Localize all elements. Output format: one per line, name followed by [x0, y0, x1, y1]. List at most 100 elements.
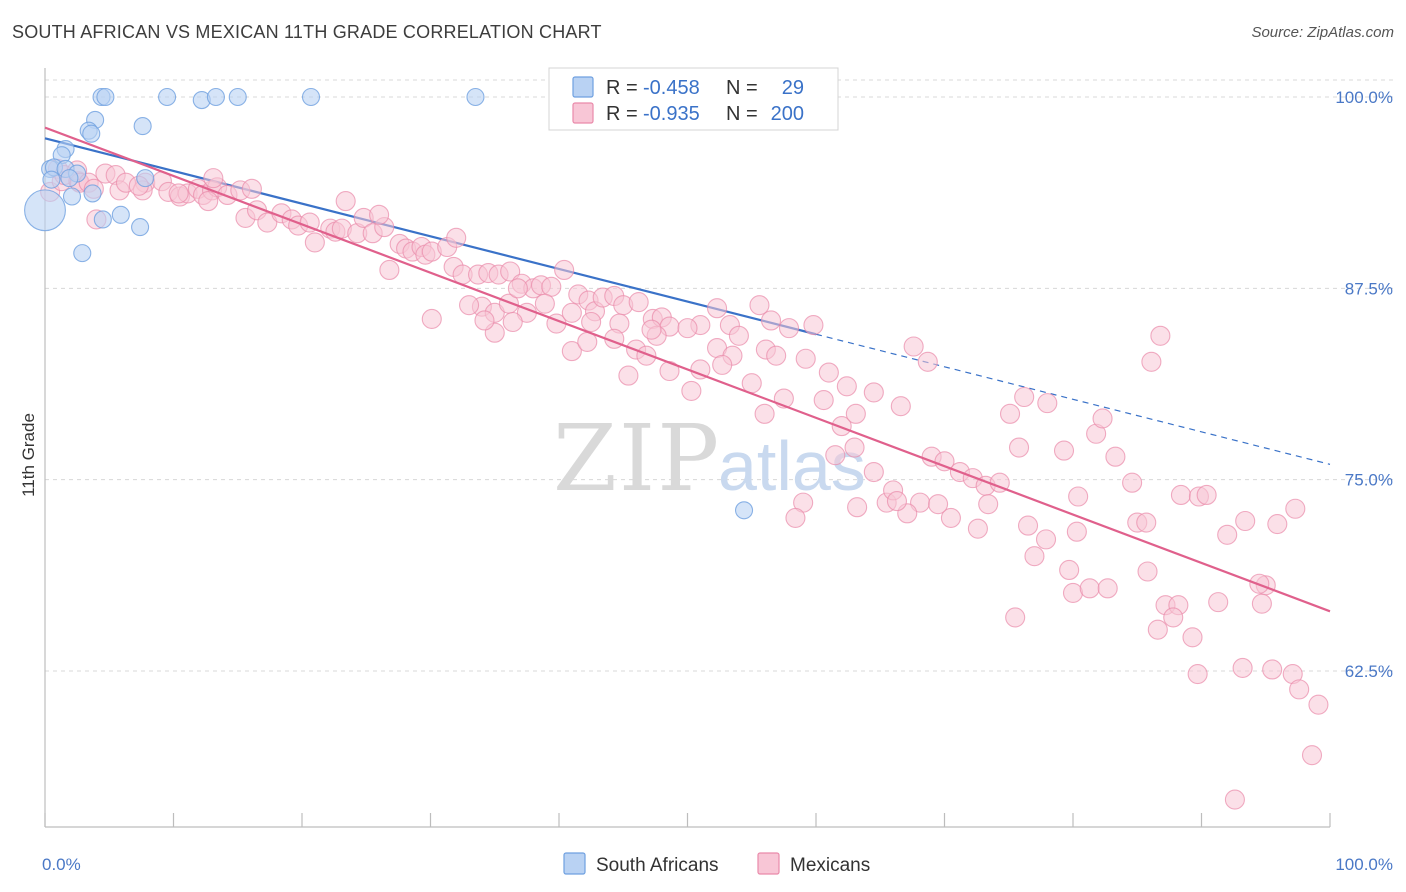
mexicans-point: [863, 382, 884, 403]
south-africans-points: [24, 87, 754, 520]
mexicans-point: [1068, 486, 1089, 507]
legend-n-value: 200: [771, 103, 804, 125]
south-africans-point: [206, 87, 225, 107]
legend-bottom-label-mexicans: Mexicans: [790, 855, 870, 876]
mexicans-point: [831, 416, 852, 437]
legend-n-label: N =: [726, 103, 758, 125]
y-tick-label: 87.5%: [1345, 279, 1393, 298]
mexicans-point: [304, 232, 325, 253]
mexicans-point: [1251, 593, 1272, 614]
mexicans-point: [863, 461, 884, 483]
mexicans-point: [1105, 446, 1126, 467]
mexicans-point: [581, 311, 602, 333]
south-africans-point: [158, 87, 177, 107]
south-africans-point: [466, 87, 485, 107]
south-africans-trend: [44, 137, 1331, 465]
south-africans-point: [93, 210, 112, 229]
south-africans-point: [83, 184, 102, 203]
mexicans-point: [1141, 351, 1162, 372]
mexicans-point: [1301, 745, 1323, 766]
mexicans-point: [1289, 679, 1310, 700]
mexicans-point: [628, 292, 649, 313]
south-africans-point: [42, 170, 61, 189]
x-tick-labels: 0.0% 100.0%: [42, 855, 1393, 874]
mexicans-point: [369, 204, 390, 225]
legend-r-value: -0.935: [643, 103, 700, 125]
mexicans-point: [507, 278, 528, 299]
mexicans-point: [1097, 578, 1118, 599]
mexicans-point: [677, 318, 698, 339]
x-tick-label-max: 100.0%: [1335, 855, 1393, 874]
mexicans-point: [886, 491, 908, 512]
mexicans-point: [967, 518, 988, 539]
chart-source: Source: ZipAtlas.com: [1251, 24, 1394, 41]
mexicans-point: [203, 168, 224, 189]
south-africans-point: [62, 187, 82, 206]
x-tick-label-min: 0.0%: [42, 855, 81, 874]
south-africans-point: [136, 169, 155, 188]
mexicans-point: [1262, 659, 1283, 680]
legend-r-value: -0.458: [643, 77, 700, 99]
mexicans-point: [813, 390, 834, 411]
mexicans-point: [1217, 524, 1238, 545]
mexicans-point: [335, 191, 356, 212]
mexicans-point: [257, 212, 278, 233]
mexicans-point: [659, 360, 680, 382]
mexicans-point: [785, 507, 806, 528]
south-africans-point: [24, 189, 66, 232]
mexicans-point: [1092, 408, 1113, 429]
mexicans-point: [1008, 437, 1030, 458]
y-tick-label: 75.0%: [1345, 471, 1393, 490]
mexicans-point: [1170, 484, 1191, 506]
legend-bottom-swatch-mexicans: [757, 852, 780, 875]
mexicans-point: [1285, 498, 1306, 519]
mexicans-point: [934, 451, 955, 472]
mexicans-point: [1059, 559, 1080, 581]
south-africans-point: [82, 124, 101, 143]
mexicans-point: [1182, 627, 1203, 648]
mexicans-point: [458, 295, 480, 316]
legend-n-label: N =: [726, 77, 758, 99]
mexicans-point: [1024, 546, 1045, 567]
mexicans-point: [766, 345, 787, 366]
legend-swatch-mexicans: [572, 102, 594, 124]
mexicans-point: [1235, 510, 1256, 532]
mexicans-point: [1232, 657, 1253, 678]
mexicans-point: [795, 348, 816, 369]
south-africans-point: [73, 244, 92, 263]
south-africans-point: [228, 87, 247, 107]
mexicans-point: [561, 302, 582, 323]
mexicans-point: [803, 315, 824, 336]
legend-top: R = -0.458 N = 29 R = -0.935 N = 200: [548, 67, 839, 131]
mexicans-point: [845, 403, 866, 424]
mexicans-point: [1267, 514, 1288, 535]
mexicans-point: [1005, 607, 1026, 628]
mexicans-point: [1014, 386, 1035, 408]
mexicans-point: [474, 310, 495, 331]
mexicans-point: [198, 191, 219, 212]
legend-top-box: [548, 67, 839, 131]
y-axis-label: 11th Grade: [19, 413, 38, 497]
legend-n-value: 29: [782, 77, 804, 99]
y-tick-label: 62.5%: [1345, 662, 1393, 681]
mexicans-point: [754, 403, 775, 424]
mexicans-point: [554, 259, 575, 281]
mexicans-point: [1035, 529, 1057, 550]
mexicans-point: [618, 365, 639, 386]
legend-r-label: R =: [606, 77, 638, 99]
mexicans-point: [749, 295, 770, 316]
mexicans-point: [890, 396, 911, 417]
mexicans-point: [978, 494, 999, 515]
y-tick-labels: 100.0% 87.5% 75.0% 62.5%: [1335, 88, 1393, 681]
chart-title: SOUTH AFRICAN VS MEXICAN 11TH GRADE CORR…: [12, 22, 602, 42]
south-africans-trend-solid: [44, 137, 817, 336]
legend-bottom-swatch-south-africans: [563, 852, 586, 875]
mexicans-point: [1037, 393, 1058, 414]
mexicans-point: [168, 183, 189, 204]
mexicans-point: [1017, 515, 1039, 536]
mexicans-point: [241, 178, 262, 199]
mexicans-point: [379, 259, 400, 281]
mexicans-point: [999, 403, 1021, 424]
mexicans-point: [1187, 664, 1208, 685]
